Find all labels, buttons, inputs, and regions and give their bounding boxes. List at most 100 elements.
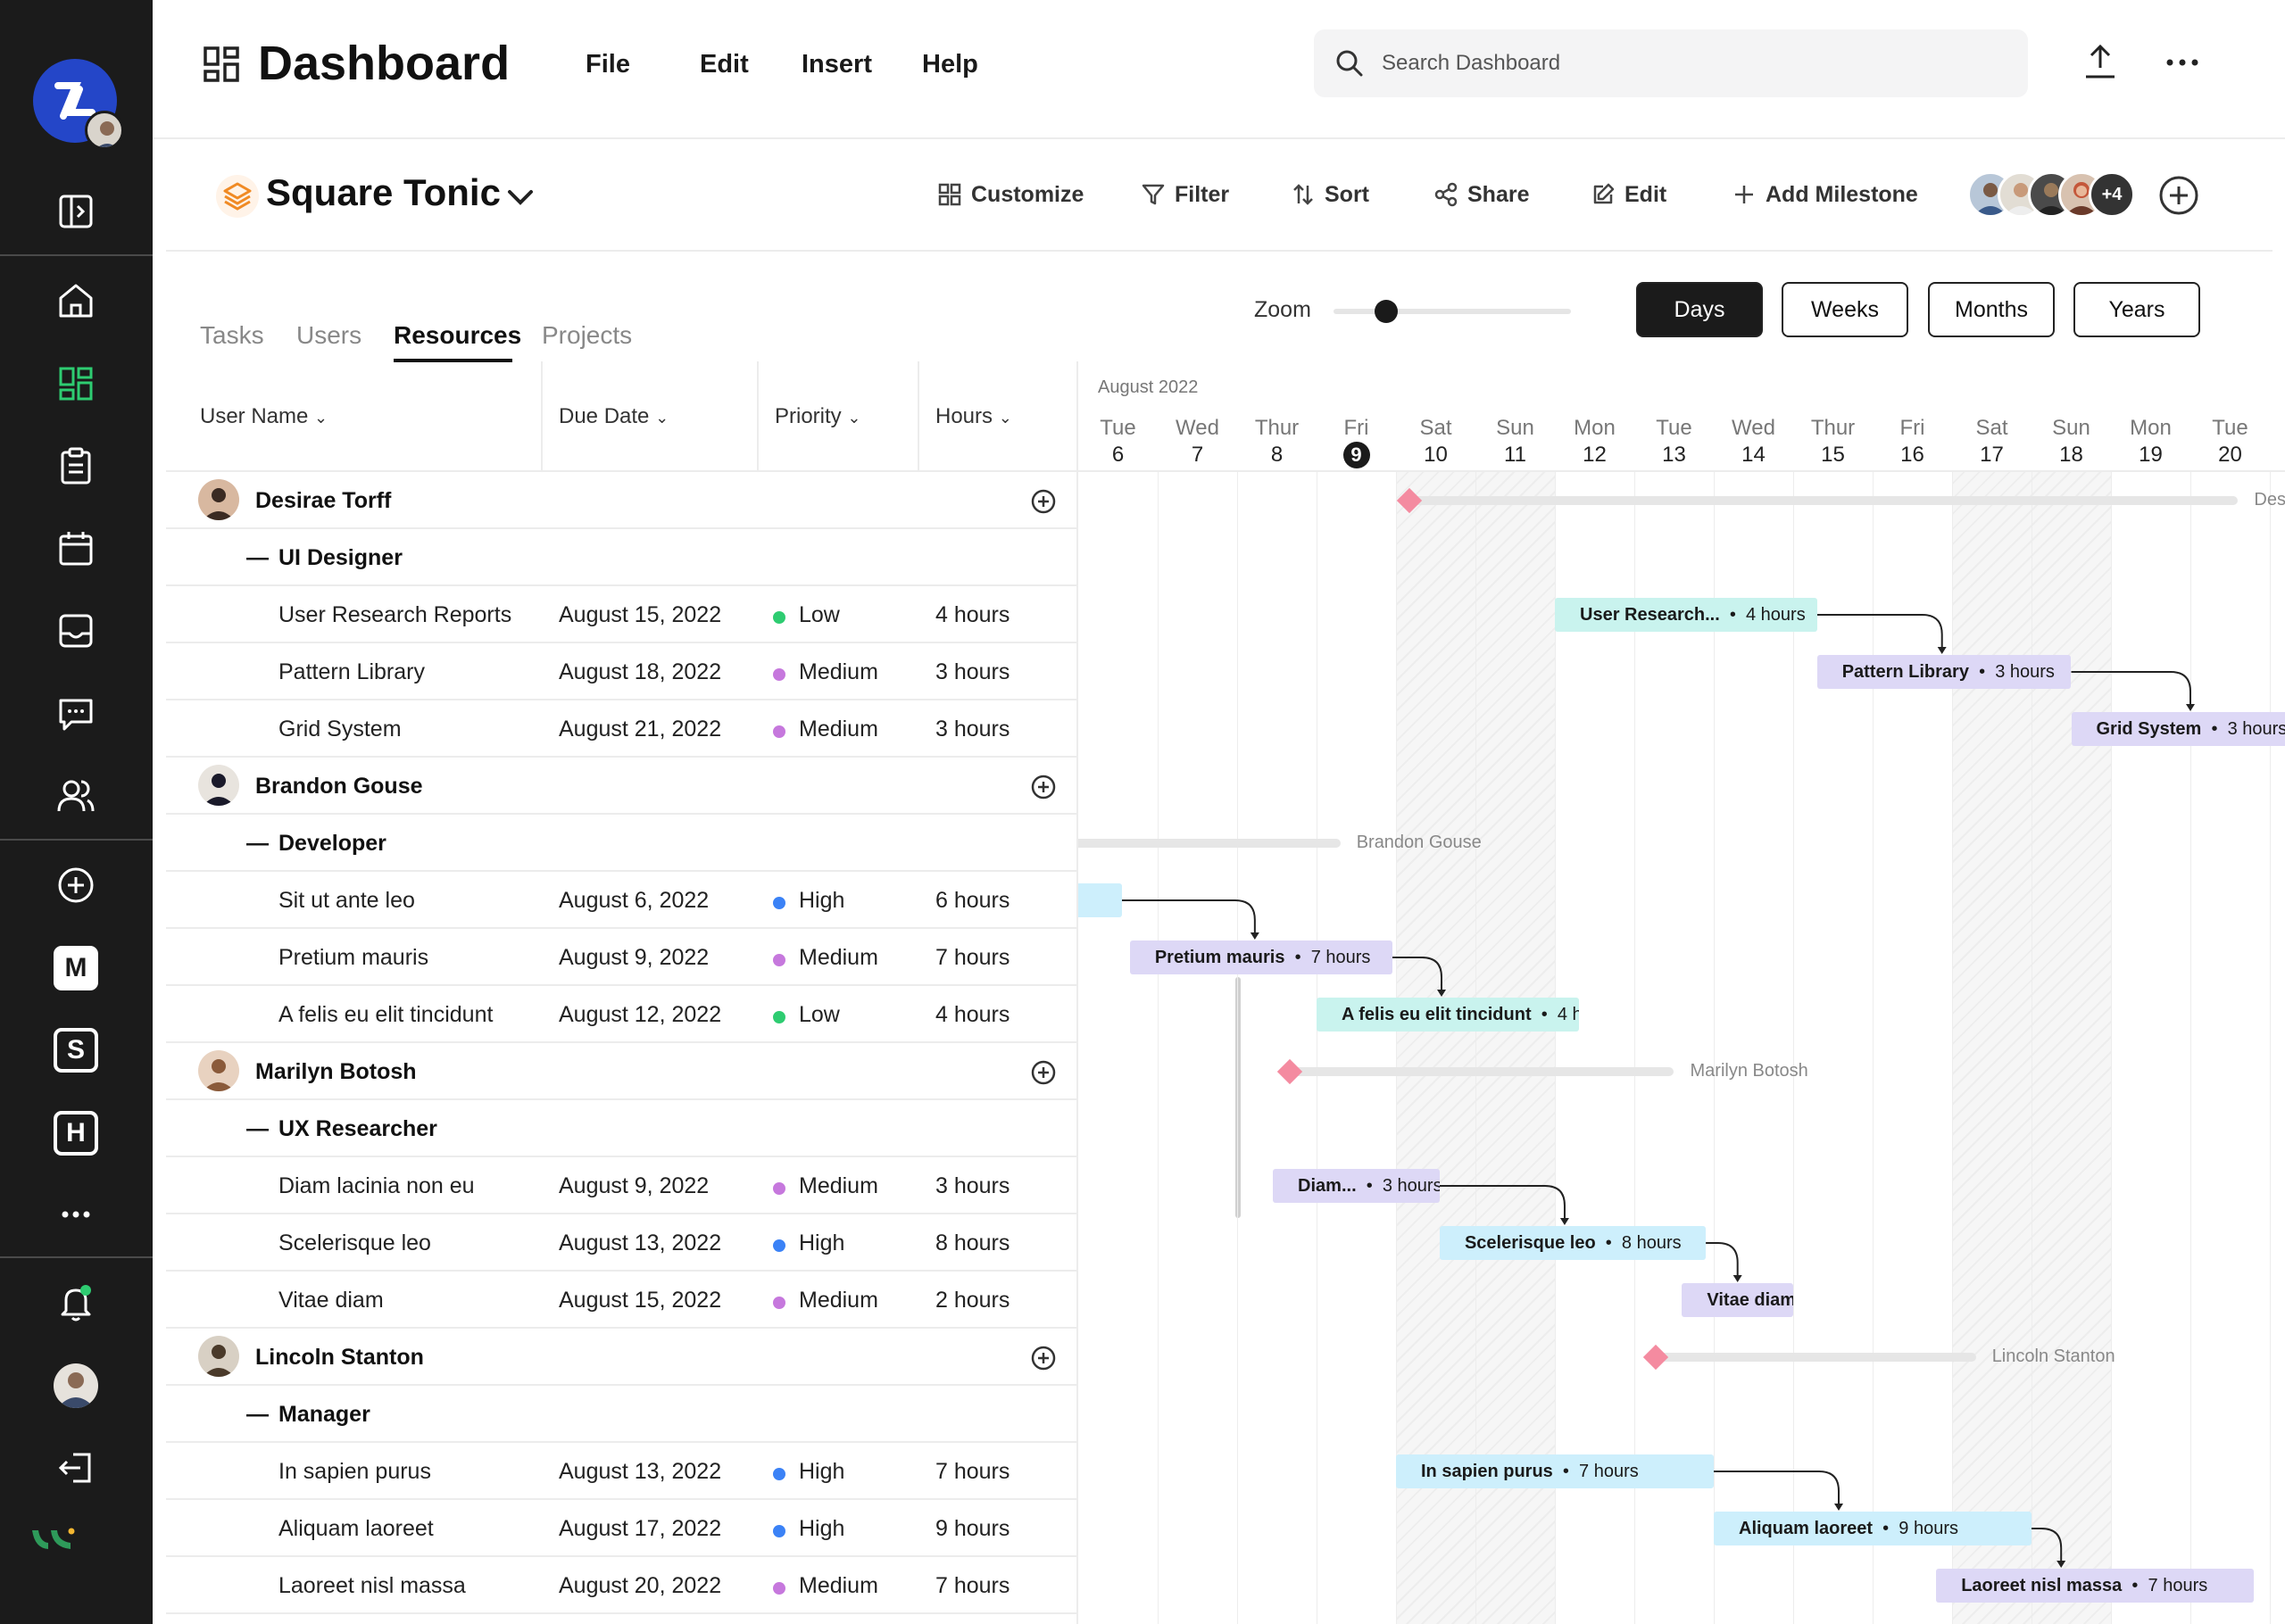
dashboard-icon[interactable] bbox=[54, 361, 98, 406]
gantt-task-bar[interactable]: A felis eu elit tincidunt • 4 hours bbox=[1317, 998, 1579, 1032]
gantt-task-bar[interactable]: Grid System • 3 hours bbox=[2071, 712, 2285, 746]
logout-icon[interactable] bbox=[54, 1446, 98, 1490]
timeline-day-header[interactable]: Fri 16 bbox=[1873, 415, 1952, 468]
profile-avatar[interactable] bbox=[54, 1363, 98, 1408]
role-row[interactable]: — UX Researcher bbox=[166, 1100, 1076, 1157]
collapse-icon[interactable]: — bbox=[246, 831, 269, 856]
user-summary-bar[interactable] bbox=[1403, 496, 2239, 505]
timeline-day-header[interactable]: Tue 6 bbox=[1078, 415, 1158, 468]
inbox-icon[interactable] bbox=[54, 609, 98, 653]
more-options-icon[interactable] bbox=[2163, 41, 2202, 80]
timeline-day-header[interactable]: Mon 12 bbox=[1555, 415, 1634, 468]
gantt-task-bar[interactable]: Vitae diam • 2 hours bbox=[1682, 1283, 1793, 1317]
table-row[interactable]: Scelerisque leo August 13, 2022 High 8 h… bbox=[166, 1214, 1076, 1272]
table-row[interactable]: Sit ut ante leo August 6, 2022 High 6 ho… bbox=[166, 872, 1076, 929]
menu-file[interactable]: File bbox=[586, 50, 630, 79]
user-group-row[interactable]: Desirae Torff bbox=[166, 472, 1076, 529]
scale-years-button[interactable]: Years bbox=[2073, 282, 2200, 337]
timeline-day-header[interactable]: Thur 15 bbox=[1793, 415, 1873, 468]
role-row[interactable]: — Manager bbox=[166, 1386, 1076, 1443]
timeline-day-header[interactable]: Wed 14 bbox=[1714, 415, 1793, 468]
timeline-day-header[interactable]: Mon 19 bbox=[2111, 415, 2190, 468]
upload-icon[interactable] bbox=[2081, 41, 2120, 80]
more-members-badge[interactable]: +4 bbox=[2089, 171, 2135, 218]
table-scrollbar[interactable] bbox=[1235, 977, 1241, 1218]
table-row[interactable]: A felis eu elit tincidunt August 12, 202… bbox=[166, 986, 1076, 1043]
user-group-row[interactable]: Marilyn Botosh bbox=[166, 1043, 1076, 1100]
chat-icon[interactable] bbox=[54, 692, 98, 736]
timeline-day-header[interactable]: Sun 11 bbox=[1475, 415, 1555, 468]
more-workspaces-icon[interactable] bbox=[54, 1192, 98, 1237]
table-row[interactable]: Aliquam laoreet August 17, 2022 High 9 h… bbox=[166, 1500, 1076, 1557]
gantt-task-bar[interactable]: In sapien purus • 7 hours bbox=[1396, 1454, 1714, 1488]
gantt-task-bar[interactable]: Scelerisque leo • 8 hours bbox=[1439, 1226, 1707, 1260]
user-summary-bar[interactable] bbox=[1284, 1067, 1674, 1076]
collapse-icon[interactable]: — bbox=[246, 1116, 269, 1141]
tab-projects[interactable]: Projects bbox=[542, 321, 633, 349]
workspace-s-icon[interactable]: S bbox=[54, 1028, 98, 1073]
add-member-icon[interactable] bbox=[2156, 173, 2201, 218]
collapse-icon[interactable]: — bbox=[246, 1402, 269, 1427]
table-row[interactable]: User Research Reports August 15, 2022 Lo… bbox=[166, 586, 1076, 643]
menu-edit[interactable]: Edit bbox=[700, 50, 749, 79]
clipboard-icon[interactable] bbox=[54, 443, 98, 488]
workspace-logo[interactable] bbox=[33, 59, 124, 150]
sidebar-toggle-icon[interactable] bbox=[54, 189, 98, 234]
calendar-icon[interactable] bbox=[54, 526, 98, 571]
menu-help[interactable]: Help bbox=[922, 50, 978, 79]
table-row[interactable]: Diam lacinia non eu August 9, 2022 Mediu… bbox=[166, 1157, 1076, 1214]
column-header-due-date[interactable]: Due Date ⌄ bbox=[559, 361, 669, 470]
gantt-task-bar[interactable]: User Research... • 4 hours bbox=[1555, 598, 1817, 632]
table-row[interactable]: Vitae diam August 15, 2022 Medium 2 hour… bbox=[166, 1272, 1076, 1329]
table-row[interactable]: Grid System August 21, 2022 Medium 3 hou… bbox=[166, 700, 1076, 758]
table-row[interactable]: Pattern Library August 18, 2022 Medium 3… bbox=[166, 643, 1076, 700]
table-row[interactable]: In sapien purus August 13, 2022 High 7 h… bbox=[166, 1443, 1076, 1500]
timeline-day-header[interactable]: Sun 18 bbox=[2032, 415, 2111, 468]
add-task-icon[interactable] bbox=[1030, 774, 1057, 800]
chevron-down-icon[interactable] bbox=[505, 182, 536, 212]
search-input[interactable] bbox=[1382, 46, 1989, 81]
user-group-row[interactable]: Brandon Gouse bbox=[166, 758, 1076, 815]
timeline-day-header[interactable]: Fri 9 bbox=[1317, 415, 1396, 468]
menu-insert[interactable]: Insert bbox=[802, 50, 872, 79]
tab-users[interactable]: Users bbox=[296, 321, 362, 349]
table-row[interactable]: Pretium mauris August 9, 2022 Medium 7 h… bbox=[166, 929, 1076, 986]
gantt-task-bar[interactable]: 6 hours bbox=[1078, 883, 1122, 917]
role-row[interactable]: — Developer bbox=[166, 815, 1076, 872]
workspace-m-icon[interactable]: M bbox=[54, 946, 98, 990]
add-task-icon[interactable] bbox=[1030, 1059, 1057, 1086]
users-icon[interactable] bbox=[54, 774, 98, 818]
column-header-user-name[interactable]: User Name ⌄ bbox=[200, 361, 328, 470]
column-header-priority[interactable]: Priority ⌄ bbox=[775, 361, 860, 470]
gantt-task-bar[interactable]: Pretium mauris • 7 hours bbox=[1129, 940, 1392, 974]
user-group-row[interactable]: Lincoln Stanton bbox=[166, 1329, 1076, 1386]
project-title[interactable]: Square Tonic bbox=[266, 171, 501, 213]
tab-tasks[interactable]: Tasks bbox=[200, 321, 264, 349]
zoom-slider[interactable] bbox=[1334, 309, 1571, 314]
notifications-bell-icon[interactable] bbox=[54, 1280, 98, 1325]
gantt-task-bar[interactable]: Laoreet nisl massa • 7 hours bbox=[1936, 1569, 2255, 1603]
collapse-icon[interactable]: — bbox=[246, 545, 269, 570]
table-row[interactable]: Laoreet nisl massa August 20, 2022 Mediu… bbox=[166, 1557, 1076, 1614]
gantt-task-bar[interactable]: Pattern Library • 3 hours bbox=[1816, 655, 2072, 689]
gantt-task-bar[interactable]: Diam... • 3 hours bbox=[1273, 1169, 1440, 1203]
timeline-day-header[interactable]: Tue 13 bbox=[1634, 415, 1714, 468]
user-summary-bar[interactable] bbox=[1649, 1353, 1976, 1362]
scale-weeks-button[interactable]: Weeks bbox=[1782, 282, 1908, 337]
scale-months-button[interactable]: Months bbox=[1928, 282, 2055, 337]
column-header-hours[interactable]: Hours ⌄ bbox=[935, 361, 1012, 470]
add-task-icon[interactable] bbox=[1030, 488, 1057, 515]
home-icon[interactable] bbox=[54, 278, 98, 323]
zoom-slider-handle[interactable] bbox=[1374, 300, 1398, 323]
timeline-day-header[interactable]: Tue 20 bbox=[2190, 415, 2270, 468]
timeline-day-header[interactable]: Wed 7 bbox=[1158, 415, 1237, 468]
user-summary-bar[interactable] bbox=[1078, 839, 1341, 848]
gantt-task-bar[interactable]: Aliquam laoreet • 9 hours bbox=[1714, 1512, 2032, 1545]
tab-resources[interactable]: Resources bbox=[394, 321, 522, 349]
timeline-day-header[interactable]: Sat 17 bbox=[1952, 415, 2032, 468]
add-workspace-icon[interactable] bbox=[54, 863, 98, 907]
scale-days-button[interactable]: Days bbox=[1636, 282, 1763, 337]
workspace-h-icon[interactable]: H bbox=[54, 1111, 98, 1156]
add-task-icon[interactable] bbox=[1030, 1345, 1057, 1371]
timeline-day-header[interactable]: Thur 8 bbox=[1237, 415, 1317, 468]
